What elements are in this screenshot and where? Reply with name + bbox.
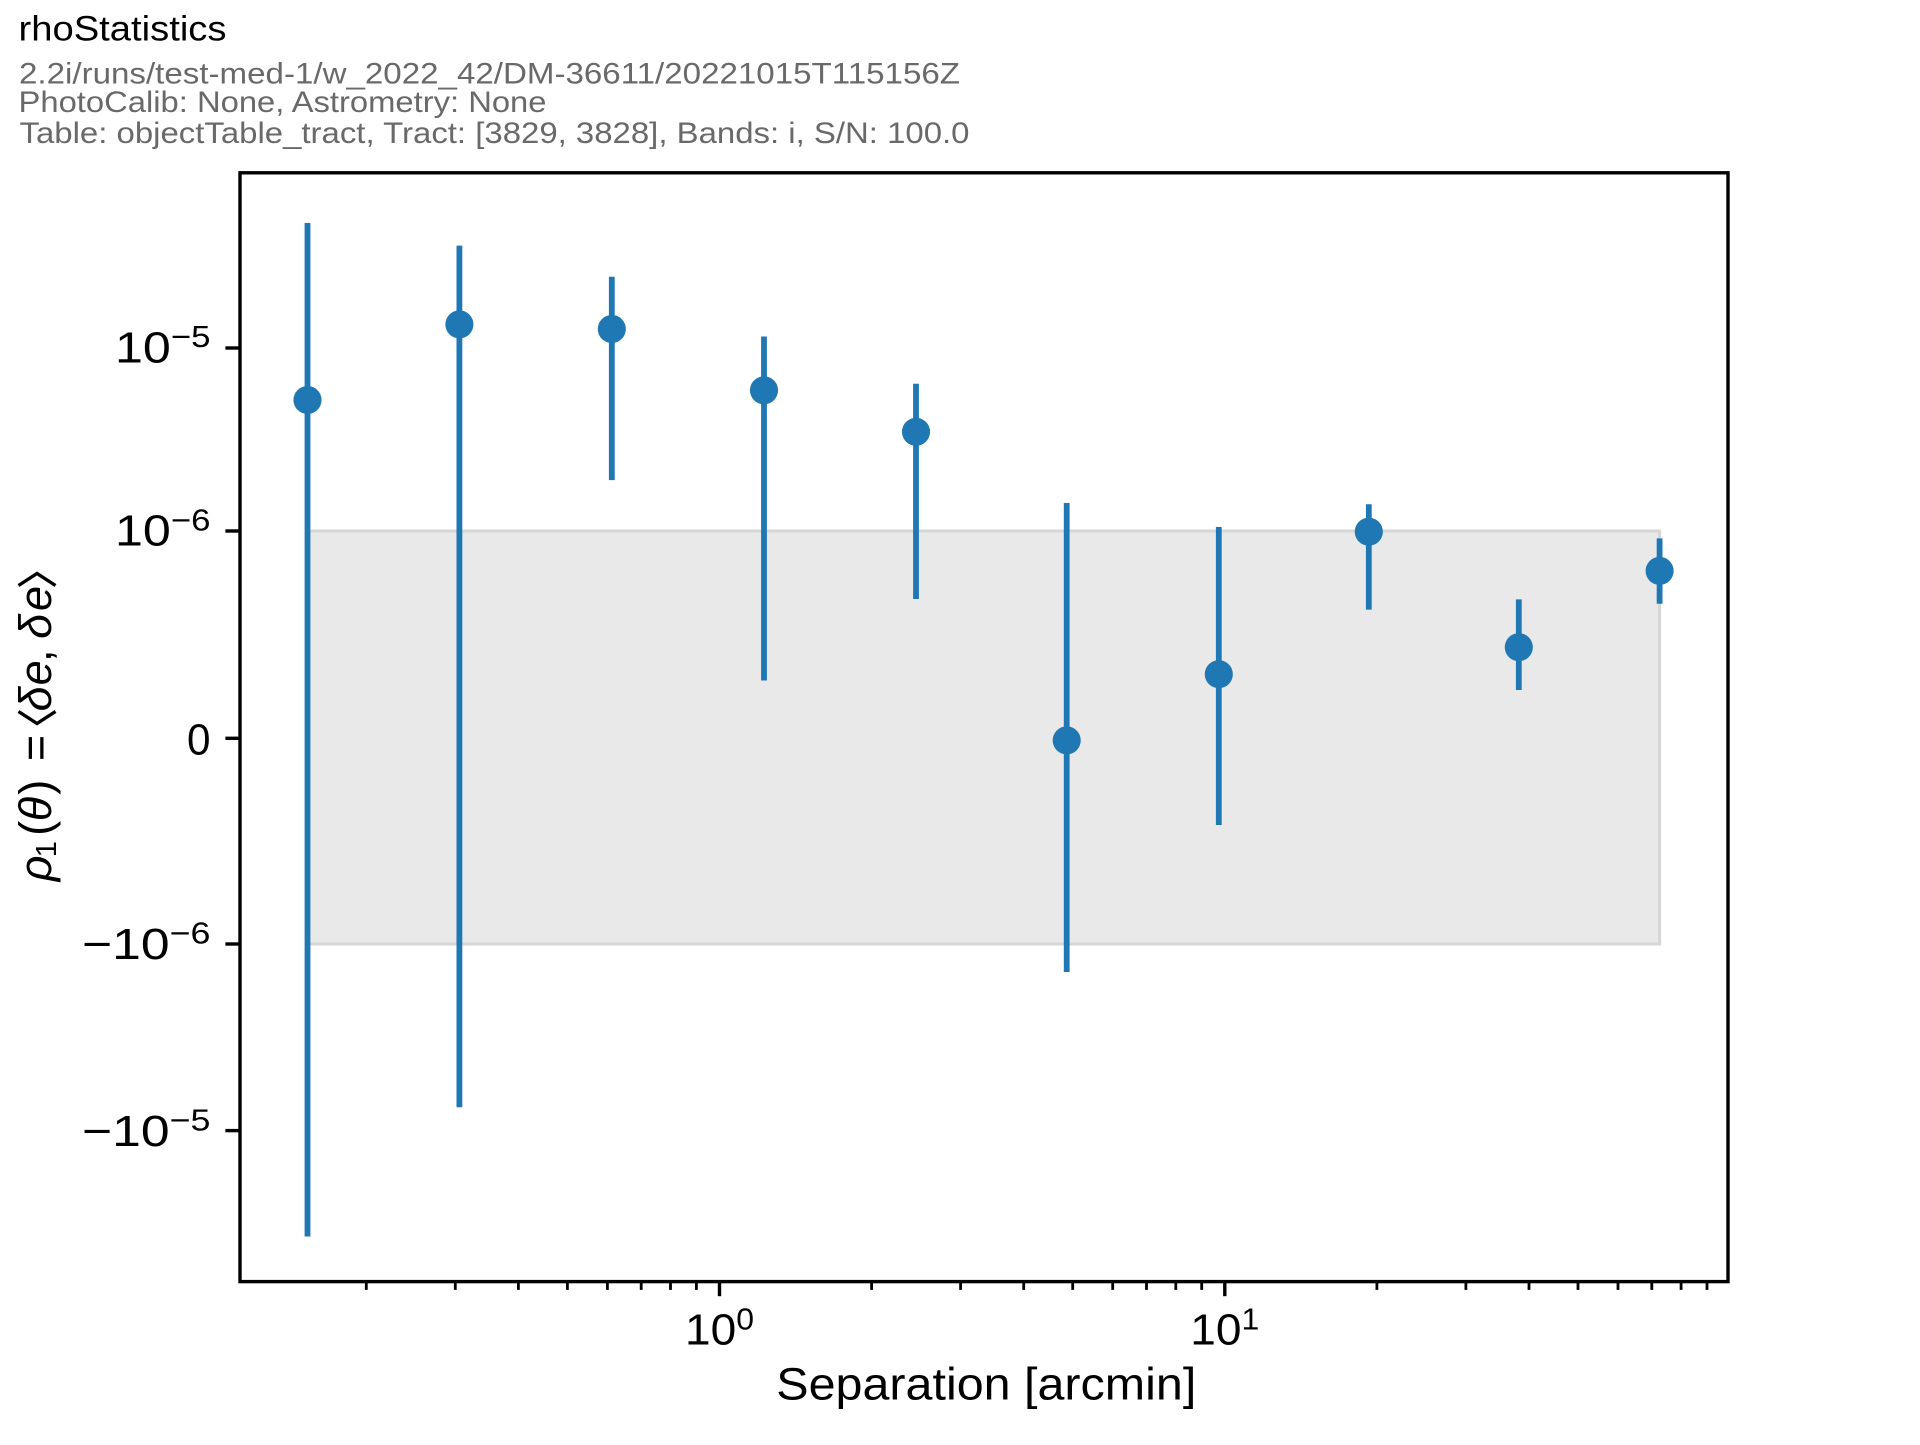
svg-text:1: 1	[31, 841, 63, 857]
svg-text:e: e	[10, 586, 61, 611]
svg-text:PhotoCalib: None, Astrometry:: PhotoCalib: None, Astrometry: None	[19, 86, 547, 119]
svg-text:δ: δ	[10, 613, 61, 639]
svg-text:Separation [arcmin]: Separation [arcmin]	[776, 1358, 1196, 1409]
svg-text:,: ,	[10, 649, 61, 662]
svg-text:θ: θ	[10, 796, 61, 821]
svg-text:Table: objectTable_tract, Trac: Table: objectTable_tract, Tract: [3829, …	[20, 117, 970, 150]
svg-text:2.2i/runs/test-med-1/w_2022_42: 2.2i/runs/test-med-1/w_2022_42/DM-36611/…	[19, 58, 960, 91]
svg-text:=: =	[10, 735, 61, 761]
svg-text:ρ: ρ	[10, 855, 61, 883]
svg-text:0: 0	[187, 715, 211, 764]
svg-text:(: (	[10, 821, 61, 836]
svg-text:e: e	[10, 660, 61, 685]
svg-text:δ: δ	[10, 685, 61, 711]
svg-text:): )	[10, 780, 61, 795]
svg-text:rhoStatistics: rhoStatistics	[19, 10, 227, 49]
